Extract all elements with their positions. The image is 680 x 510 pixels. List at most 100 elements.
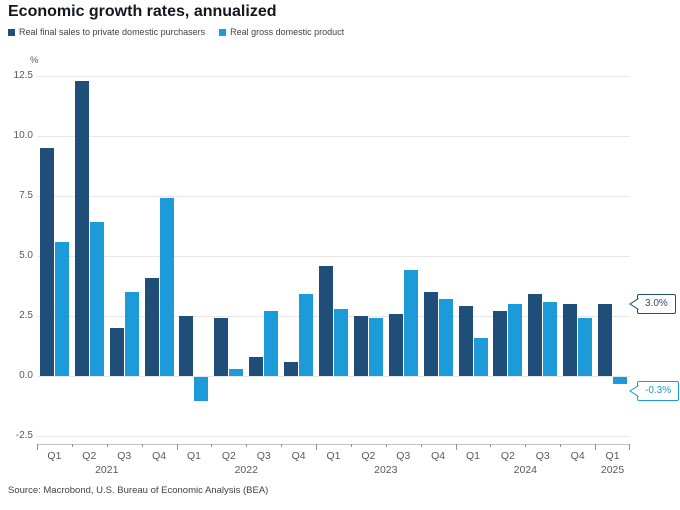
quarter-tick	[420, 444, 422, 447]
bar-final-sales-5	[214, 318, 229, 376]
bar-gdp-0	[54, 241, 69, 376]
x-quarter-label: Q4	[152, 450, 167, 462]
bar-final-sales-15	[563, 304, 578, 376]
quarter-tick	[281, 444, 283, 447]
gridline-10.0	[37, 136, 630, 137]
bar-gdp-10	[403, 270, 418, 376]
legend-swatch-final-sales	[8, 28, 15, 36]
bar-gdp-13	[508, 304, 523, 376]
gridline-2.5	[37, 316, 630, 317]
callout-text: 3.0%	[645, 298, 668, 309]
gridline-12.5	[37, 76, 630, 77]
bar-final-sales-1	[74, 80, 89, 376]
callout-arrow-icon	[629, 298, 639, 310]
bar-final-sales-16	[598, 304, 613, 376]
quarter-tick	[525, 444, 527, 447]
y-tick-label: 7.5	[19, 190, 33, 201]
source-note: Source: Macrobond, U.S. Bureau of Econom…	[8, 485, 269, 496]
bar-gdp-4	[194, 377, 209, 401]
x-axis-quarter-labels: Q1 Q2 Q3 Q4 Q1 Q2 Q3 Q4 Q1 Q2 Q3 Q4 Q1 Q2 Q3 Q4 Q1	[37, 450, 630, 464]
x-quarter-label: Q1	[186, 450, 201, 462]
x-year-label-2024: 2024	[513, 464, 538, 476]
callout-0.3: -0.3%	[629, 381, 680, 402]
gridline--2.5	[37, 436, 630, 437]
gridline-5.0	[37, 256, 630, 257]
quarter-tick	[71, 444, 73, 447]
y-axis-labels: 12.5 10.0 7.5 5.0 2.5 0.0 -2.5	[0, 0, 33, 510]
x-quarter-label: Q1	[326, 450, 341, 462]
plot-area	[37, 70, 630, 450]
bar-final-sales-11	[423, 292, 438, 376]
gridline-7.5	[37, 196, 630, 197]
y-tick-label: -2.5	[15, 430, 33, 441]
bar-gdp-14	[543, 301, 558, 376]
x-quarter-label: Q3	[256, 450, 271, 462]
x-quarter-label: Q3	[535, 450, 550, 462]
x-quarter-label: Q1	[47, 450, 62, 462]
bar-final-sales-6	[249, 356, 264, 376]
x-axis-year-labels: 2021 2022 2023 2024 2025	[37, 464, 630, 478]
year-tick	[176, 444, 178, 450]
legend-item-gdp: Real gross domestic product	[219, 27, 344, 37]
y-tick-label: 2.5	[19, 310, 33, 321]
bar-final-sales-14	[528, 294, 543, 376]
gridline-0.0	[37, 376, 630, 377]
legend-swatch-gdp	[219, 28, 227, 36]
bar-gdp-16	[613, 377, 628, 385]
bar-final-sales-3	[144, 277, 159, 376]
bar-gdp-3	[159, 198, 174, 376]
chart-title: Economic growth rates, annualized	[8, 3, 277, 20]
bar-gdp-2	[124, 292, 139, 376]
bar-final-sales-0	[39, 148, 54, 376]
x-quarter-label: Q2	[361, 450, 376, 462]
bar-final-sales-12	[458, 306, 473, 376]
y-tick-label: 12.5	[13, 70, 33, 81]
quarter-tick	[560, 444, 562, 447]
x-quarter-label: Q2	[82, 450, 97, 462]
bar-final-sales-10	[388, 313, 403, 376]
x-year-label-2025: 2025	[600, 464, 625, 476]
bar-gdp-15	[578, 318, 593, 376]
legend-label-final-sales: Real final sales to private domestic pur…	[19, 27, 206, 37]
year-tick	[595, 444, 597, 450]
bar-final-sales-13	[493, 311, 508, 376]
y-axis-unit: %	[30, 55, 39, 66]
legend-item-final-sales: Real final sales to private domestic pur…	[8, 27, 205, 37]
bar-final-sales-7	[284, 361, 299, 376]
y-tick-label: 10.0	[13, 130, 33, 141]
bar-final-sales-8	[319, 265, 333, 376]
x-quarter-label: Q4	[431, 450, 446, 462]
callout-arrow-icon	[629, 385, 639, 398]
year-tick	[37, 444, 38, 450]
year-tick	[629, 444, 630, 450]
year-tick	[455, 444, 457, 450]
x-quarter-label: Q2	[221, 450, 236, 462]
bar-final-sales-4	[179, 316, 194, 376]
quarter-tick	[211, 444, 213, 447]
x-year-label-2023: 2023	[374, 464, 398, 476]
x-year-label-2022: 2022	[234, 464, 258, 476]
x-quarter-label: Q2	[500, 450, 515, 462]
bar-gdp-1	[89, 222, 104, 376]
bar-gdp-12	[473, 337, 488, 376]
x-quarter-label: Q1	[605, 450, 620, 462]
y-tick-label: 0.0	[19, 370, 33, 381]
callout-text: -0.3%	[645, 385, 672, 397]
bar-final-sales-9	[353, 316, 368, 376]
x-quarter-label: Q3	[117, 450, 132, 462]
callout-3.0: 3.0%	[629, 294, 676, 314]
bar-gdp-7	[299, 294, 314, 376]
quarter-tick	[141, 444, 143, 447]
legend: Real final sales to private domestic pur…	[8, 27, 344, 37]
x-year-label-2021: 2021	[95, 464, 119, 476]
x-quarter-label: Q4	[291, 450, 306, 462]
quarter-tick	[350, 444, 352, 447]
y-tick-label: 5.0	[19, 250, 33, 261]
quarter-tick	[385, 444, 387, 447]
bar-gdp-5	[229, 368, 244, 376]
bar-gdp-8	[334, 308, 348, 376]
quarter-tick	[246, 444, 248, 447]
quarter-tick	[490, 444, 492, 447]
year-tick	[316, 444, 318, 450]
x-quarter-label: Q3	[396, 450, 411, 462]
